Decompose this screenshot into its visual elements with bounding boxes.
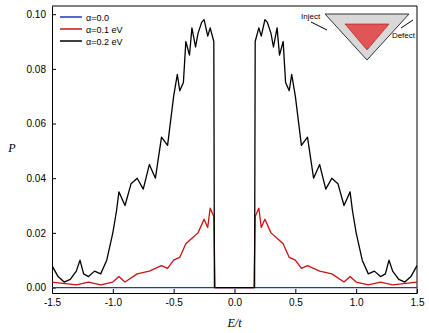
tick-mark	[52, 178, 56, 179]
legend-label: α=0.2 eV	[86, 37, 122, 47]
tick: 0.04	[27, 173, 56, 184]
series-line	[52, 208, 417, 287]
frame	[52, 6, 417, 7]
legend-item: α=0.1 eV	[60, 25, 122, 35]
tick-label: 0.5	[289, 297, 303, 308]
tick-mark	[235, 289, 236, 293]
tick-mark	[295, 289, 296, 293]
tick-label: 0.10	[27, 9, 47, 20]
tick-mark	[113, 289, 114, 293]
tick-label: -0.5	[166, 297, 184, 308]
tick-mark	[52, 14, 56, 15]
tick: 1.0	[350, 289, 364, 308]
tick: -1.0	[105, 289, 123, 308]
legend-label: α=0.0	[86, 13, 109, 23]
plot: -1.5 -1.0 -0.5 0.0 0.5 1.0 1.5 0.00 0.02 0.04 0.06…	[27, 6, 425, 308]
tick-label: -1.5	[44, 297, 62, 308]
tick: 0.00	[27, 282, 56, 293]
legend-swatch	[60, 28, 82, 30]
tick-mark	[417, 289, 418, 293]
tick-mark	[356, 289, 357, 293]
tick: 0.06	[27, 118, 56, 129]
frame	[417, 6, 418, 293]
series-group	[52, 20, 417, 288]
inset-defect-region	[345, 24, 389, 50]
chart: -1.5 -1.0 -0.5 0.0 0.5 1.0 1.5 0.00 0.02 0.04 0.06…	[0, 0, 429, 333]
tick-mark	[52, 69, 56, 70]
tick: 1.5	[411, 289, 425, 308]
legend-swatch	[60, 40, 82, 42]
annotation: Inject	[301, 12, 321, 21]
tick-label: 0.02	[27, 228, 47, 239]
inset-arrow	[311, 22, 327, 30]
tick-label: 0.08	[27, 64, 47, 75]
tick-label: 0.04	[27, 173, 47, 184]
tick-label: 0.06	[27, 118, 47, 129]
legend: α=0.0 α=0.1 eV α=0.2 eV	[60, 13, 122, 47]
tick-label: 1.5	[411, 297, 425, 308]
inset: Inject Defect	[301, 12, 416, 60]
tick: 0.08	[27, 64, 56, 75]
tick: 0.5	[289, 289, 303, 308]
y-axis-title: P	[7, 141, 16, 155]
x-axis: -1.5 -1.0 -0.5 0.0 0.5 1.0 1.5	[44, 289, 425, 308]
legend-item: α=0.0	[60, 13, 109, 23]
axis-line	[53, 293, 418, 294]
tick: -0.5	[166, 289, 184, 308]
tick-mark	[52, 124, 56, 125]
x-axis-title: E/t	[227, 316, 243, 330]
series-line	[52, 20, 417, 288]
tick-label: 0.00	[27, 282, 47, 293]
inset-arrow	[401, 20, 413, 28]
tick: 0.02	[27, 228, 56, 239]
tick: 0.10	[27, 9, 56, 20]
tick-mark	[52, 233, 56, 234]
legend-label: α=0.1 eV	[86, 25, 122, 35]
annotation: Defect	[392, 31, 416, 40]
tick: 0.0	[228, 289, 242, 308]
tick-label: -1.0	[105, 297, 123, 308]
tick-mark	[174, 289, 175, 293]
tick-label: 0.0	[228, 297, 242, 308]
legend-item: α=0.2 eV	[60, 37, 122, 47]
tick-label: 1.0	[350, 297, 364, 308]
axis-line	[52, 7, 53, 294]
legend-swatch	[60, 16, 82, 18]
y-axis: 0.00 0.02 0.04 0.06 0.08 0.10	[27, 7, 56, 294]
